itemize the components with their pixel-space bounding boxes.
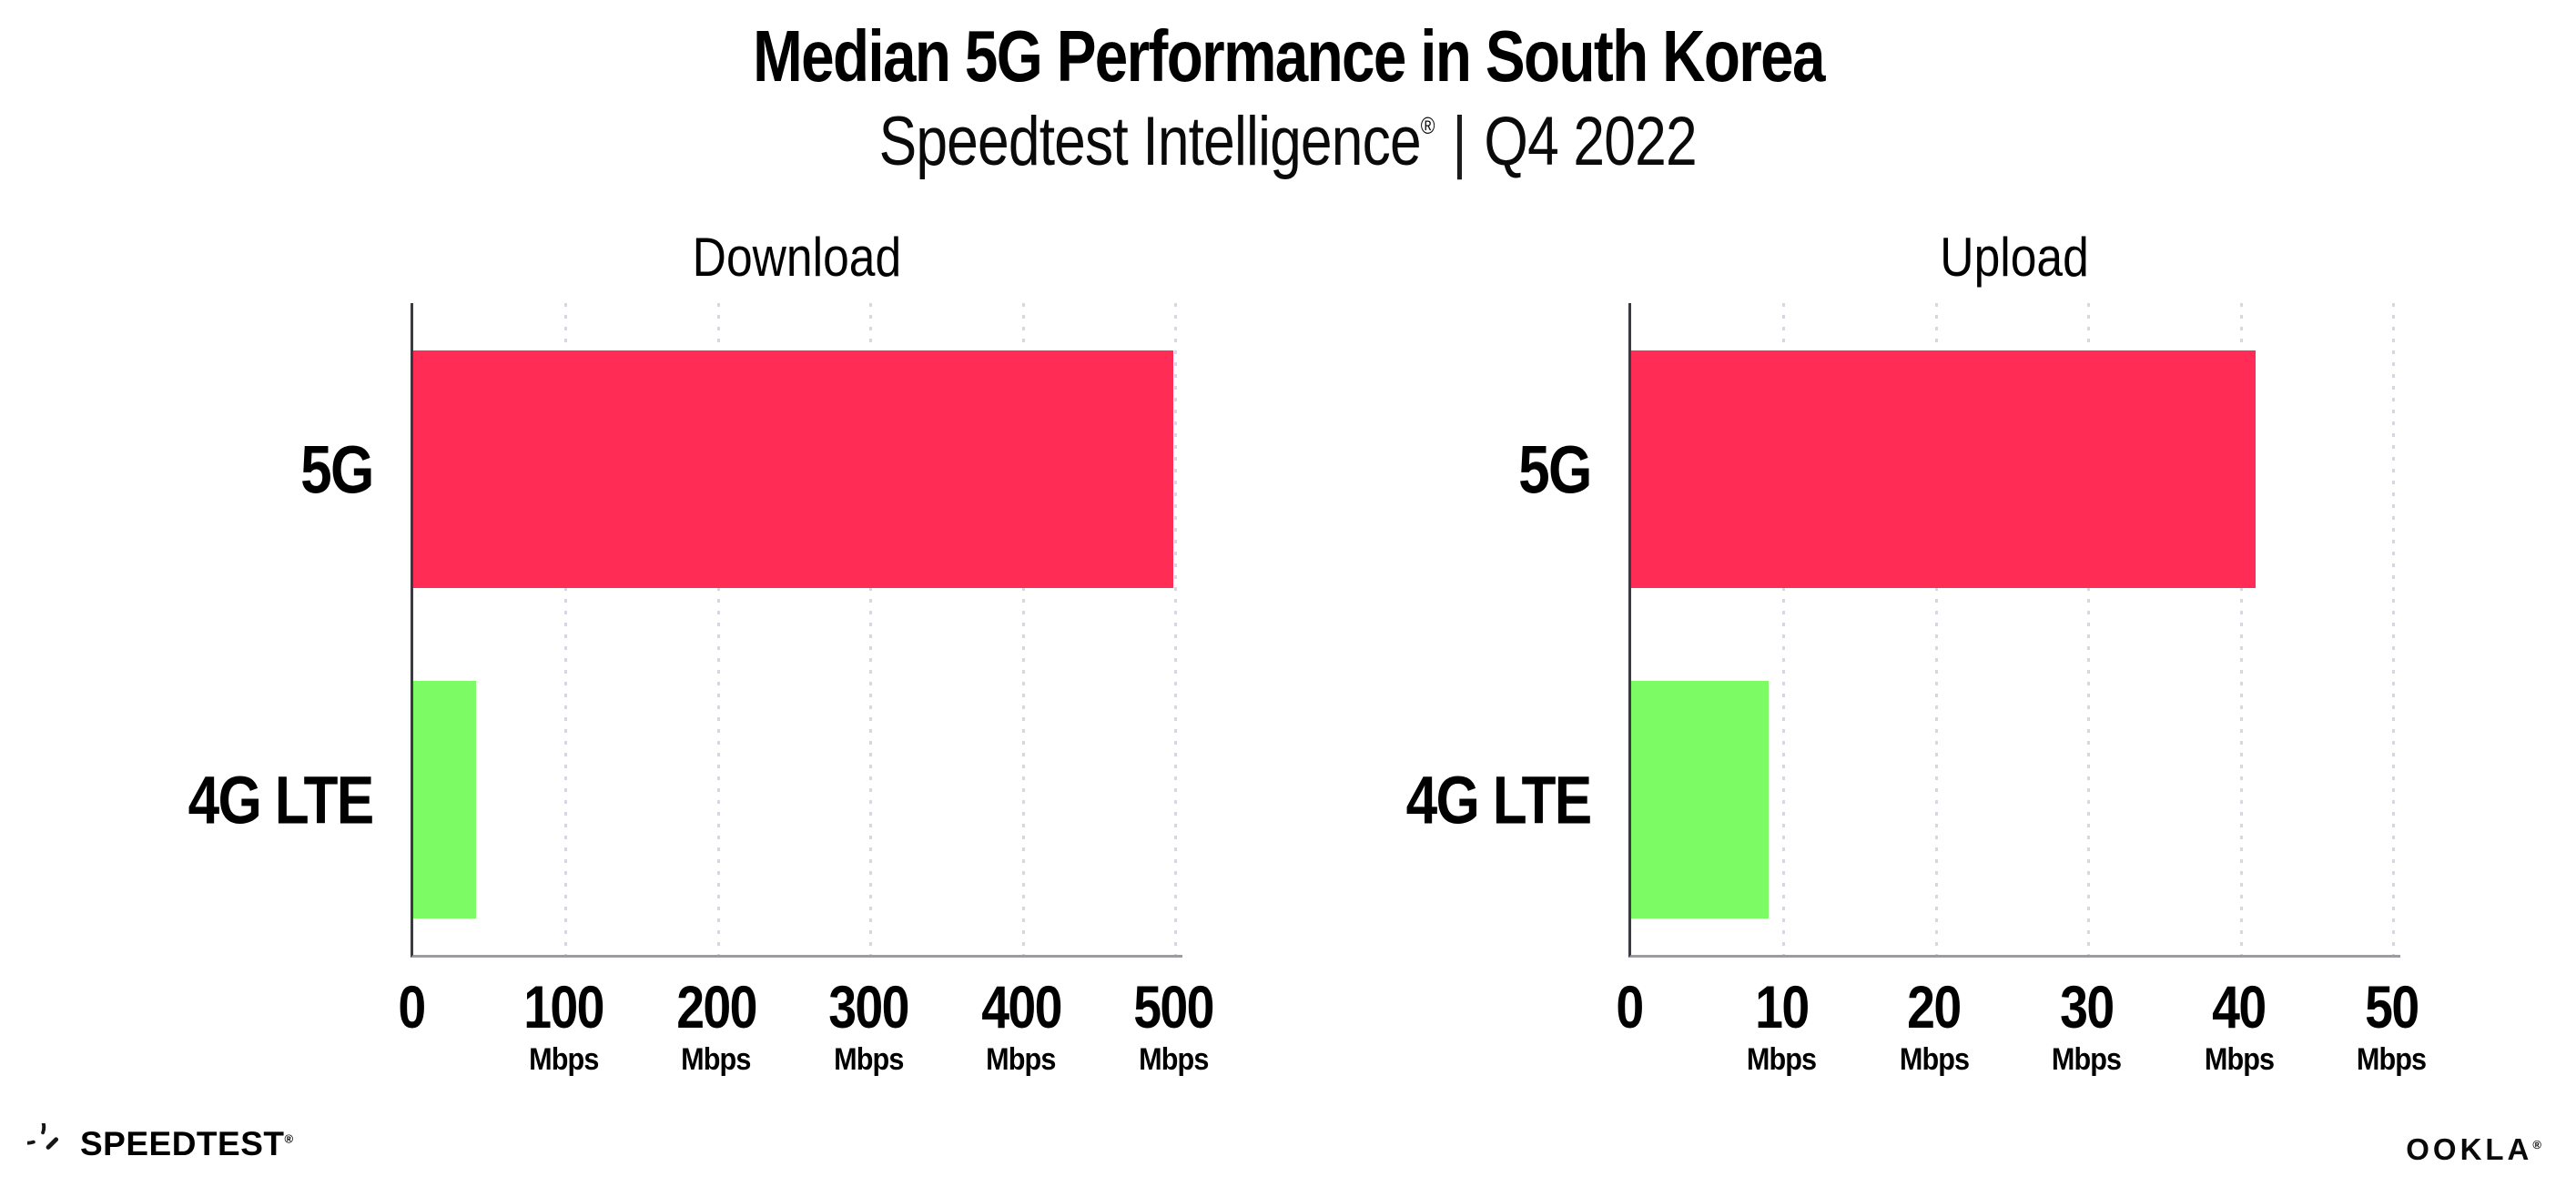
gridline-40: [2239, 303, 2243, 955]
upload-plot-area: [1628, 303, 2400, 958]
category-label-4g-lte: 4G LTE: [1406, 762, 1593, 837]
category-label-4g-lte: 4G LTE: [188, 762, 375, 837]
x-tick-value: 200: [676, 973, 757, 1040]
subtitle-separator: |: [1452, 103, 1467, 180]
x-tick-40: 40 Mbps: [2200, 977, 2277, 1075]
subtitle-brand: Speedtest Intelligence: [878, 103, 1422, 180]
gridline-400: [1021, 303, 1025, 955]
x-tick-unit: Mbps: [2052, 1042, 2122, 1077]
x-tick-unit: Mbps: [2204, 1042, 2274, 1077]
upload-chart-title: Upload: [1940, 227, 2089, 288]
x-tick-0: 0: [396, 977, 428, 1037]
download-chart-title: Download: [692, 227, 901, 288]
ookla-trademark: ®: [2532, 1138, 2545, 1151]
x-tick-value: 0: [1616, 973, 1644, 1040]
category-label-5g: 5G: [1518, 431, 1592, 507]
gridline-200: [716, 303, 720, 955]
category-label-5g: 5G: [300, 431, 374, 507]
x-tick-0: 0: [1614, 977, 1646, 1037]
subtitle-period: Q4 2022: [1484, 103, 1698, 180]
gridline-500: [1174, 303, 1177, 955]
x-tick-50: 50 Mbps: [2353, 977, 2430, 1075]
x-tick-10: 10 Mbps: [1743, 977, 1820, 1075]
download-plot-area: [411, 303, 1182, 958]
x-tick-value: 40: [2212, 973, 2267, 1040]
speedtest-wordmark: SPEEDTEST®: [80, 1125, 294, 1162]
x-tick-value: 400: [980, 973, 1062, 1040]
ookla-logo: OOKLA®: [2406, 1132, 2545, 1167]
x-tick-value: 50: [2364, 973, 2419, 1040]
gridline-100: [564, 303, 568, 955]
x-tick-unit: Mbps: [2356, 1042, 2427, 1077]
bar-4g-lte: [413, 681, 476, 918]
speedtest-trademark: ®: [284, 1131, 294, 1146]
gridline-20: [1934, 303, 1938, 955]
x-tick-unit: Mbps: [529, 1042, 599, 1077]
x-tick-20: 20 Mbps: [1895, 977, 1973, 1075]
x-tick-unit: Mbps: [1899, 1042, 1970, 1077]
page-title-text: Median 5G Performance in South Korea: [752, 15, 1825, 96]
gridline-30: [2087, 303, 2091, 955]
page-title: Median 5G Performance in South Korea: [0, 15, 2576, 98]
x-tick-500: 500 Mbps: [1126, 977, 1221, 1075]
x-tick-value: 100: [523, 973, 605, 1040]
x-tick-300: 300 Mbps: [821, 977, 916, 1075]
registered-mark: ®: [1421, 111, 1435, 139]
gridline-300: [869, 303, 873, 955]
x-tick-value: 20: [1907, 973, 1962, 1040]
speedtest-gauge-icon: [27, 1123, 59, 1150]
gridline-10: [1782, 303, 1786, 955]
x-tick-value: 10: [1755, 973, 1810, 1040]
upload-chart: Upload 5G 4G LTE 0 10 Mbps 20 Mbps 30 Mbps 40 Mbp…: [1354, 218, 2447, 1138]
x-tick-value: 500: [1133, 973, 1214, 1040]
page-subtitle: Speedtest Intelligence® | Q4 2022: [0, 102, 2576, 181]
x-tick-100: 100 Mbps: [516, 977, 611, 1075]
bar-5g: [1631, 350, 2257, 588]
x-tick-unit: Mbps: [986, 1042, 1056, 1077]
x-tick-unit: Mbps: [1138, 1042, 1209, 1077]
x-tick-200: 200 Mbps: [669, 977, 764, 1075]
x-tick-unit: Mbps: [834, 1042, 904, 1077]
x-tick-value: 0: [398, 973, 426, 1040]
x-tick-unit: Mbps: [681, 1042, 752, 1077]
speedtest-logo: SPEEDTEST®: [27, 1123, 294, 1165]
x-tick-value: 30: [2060, 973, 2115, 1040]
x-tick-unit: Mbps: [1747, 1042, 1817, 1077]
x-tick-30: 30 Mbps: [2048, 977, 2125, 1075]
bar-5g: [413, 350, 1174, 588]
gridline-50: [2392, 303, 2395, 955]
ookla-wordmark: OOKLA: [2406, 1132, 2533, 1166]
x-tick-value: 300: [828, 973, 909, 1040]
download-chart: Download 5G 4G LTE 0 100 Mbps 200 Mbps 300 Mbps…: [137, 218, 1229, 1138]
x-tick-400: 400 Mbps: [974, 977, 1069, 1075]
bar-4g-lte: [1631, 681, 1769, 918]
